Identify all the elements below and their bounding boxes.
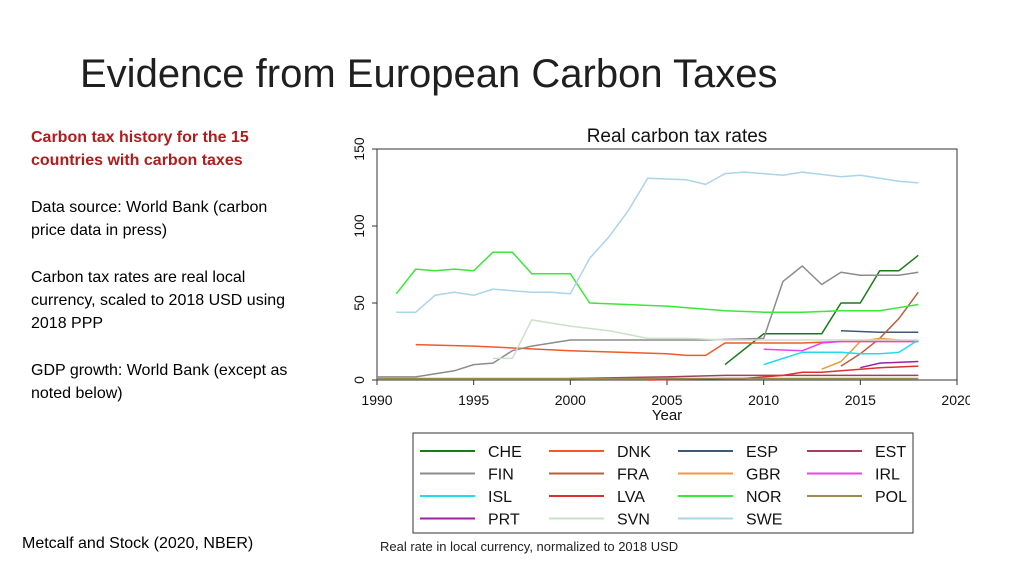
y-tick-label: 150 bbox=[351, 137, 367, 161]
series-line-prt bbox=[860, 360, 919, 369]
chart-caption: Real rate in local currency, normalized … bbox=[380, 539, 679, 554]
legend-label-che: CHE bbox=[488, 444, 522, 461]
legend-label-pol: POL bbox=[875, 489, 907, 506]
legend-label-gbr: GBR bbox=[746, 467, 781, 484]
legend-label-prt: PRT bbox=[488, 512, 520, 529]
series-line-che bbox=[724, 254, 919, 366]
note-gdp-growth: GDP growth: World Bank (except as noted … bbox=[31, 362, 288, 402]
series-line-irl bbox=[763, 340, 919, 352]
legend-label-swe: SWE bbox=[746, 512, 782, 529]
y-tick-label: 100 bbox=[351, 214, 367, 238]
carbon-tax-chart: Real carbon tax rates 0 50 100 150 1990 1995 20… bbox=[351, 126, 970, 534]
legend-box bbox=[412, 432, 914, 534]
legend-label-svn: SVN bbox=[617, 512, 650, 529]
legend-label-fin: FIN bbox=[488, 467, 514, 484]
series-line-svn bbox=[493, 319, 919, 360]
y-tick-label: 50 bbox=[351, 295, 367, 311]
y-tick-label: 0 bbox=[351, 376, 367, 384]
chart-title: Real carbon tax rates bbox=[587, 126, 768, 147]
x-tick-label: 2015 bbox=[845, 392, 876, 408]
legend-label-est: EST bbox=[875, 444, 906, 461]
x-tick-label: 2020 bbox=[941, 392, 970, 408]
x-tick-label: 1995 bbox=[458, 392, 489, 408]
x-tick-label: 1990 bbox=[361, 392, 392, 408]
legend-label-isl: ISL bbox=[488, 489, 512, 506]
legend-label-esp: ESP bbox=[746, 444, 778, 461]
left-text-column: Carbon tax history for the 15 countries … bbox=[31, 126, 301, 429]
legend-label-fra: FRA bbox=[617, 467, 649, 484]
slide-title: Evidence from European Carbon Taxes bbox=[80, 52, 778, 96]
note-data-source: Data source: World Bank (carbon price da… bbox=[31, 199, 268, 239]
series-line-dnk bbox=[415, 340, 919, 357]
series-line-esp bbox=[840, 329, 919, 334]
x-axis-label: Year bbox=[652, 407, 682, 424]
legend-label-dnk: DNK bbox=[617, 444, 651, 461]
series-line-fin bbox=[377, 265, 919, 378]
citation: Metcalf and Stock (2020, NBER) bbox=[22, 535, 254, 552]
x-tick-label: 2010 bbox=[748, 392, 779, 408]
left-heading: Carbon tax history for the 15 countries … bbox=[31, 129, 249, 169]
x-tick-label: 2005 bbox=[651, 392, 682, 408]
series-line-swe bbox=[396, 171, 919, 313]
series-line-isl bbox=[763, 339, 919, 366]
series-line-nor bbox=[395, 251, 919, 313]
x-tick-label: 2000 bbox=[555, 392, 586, 408]
legend-label-lva: LVA bbox=[617, 489, 645, 506]
legend-label-irl: IRL bbox=[875, 467, 900, 484]
legend-label-nor: NOR bbox=[746, 489, 782, 506]
note-carbon-tax-rates: Carbon tax rates are real local currency… bbox=[31, 269, 286, 332]
